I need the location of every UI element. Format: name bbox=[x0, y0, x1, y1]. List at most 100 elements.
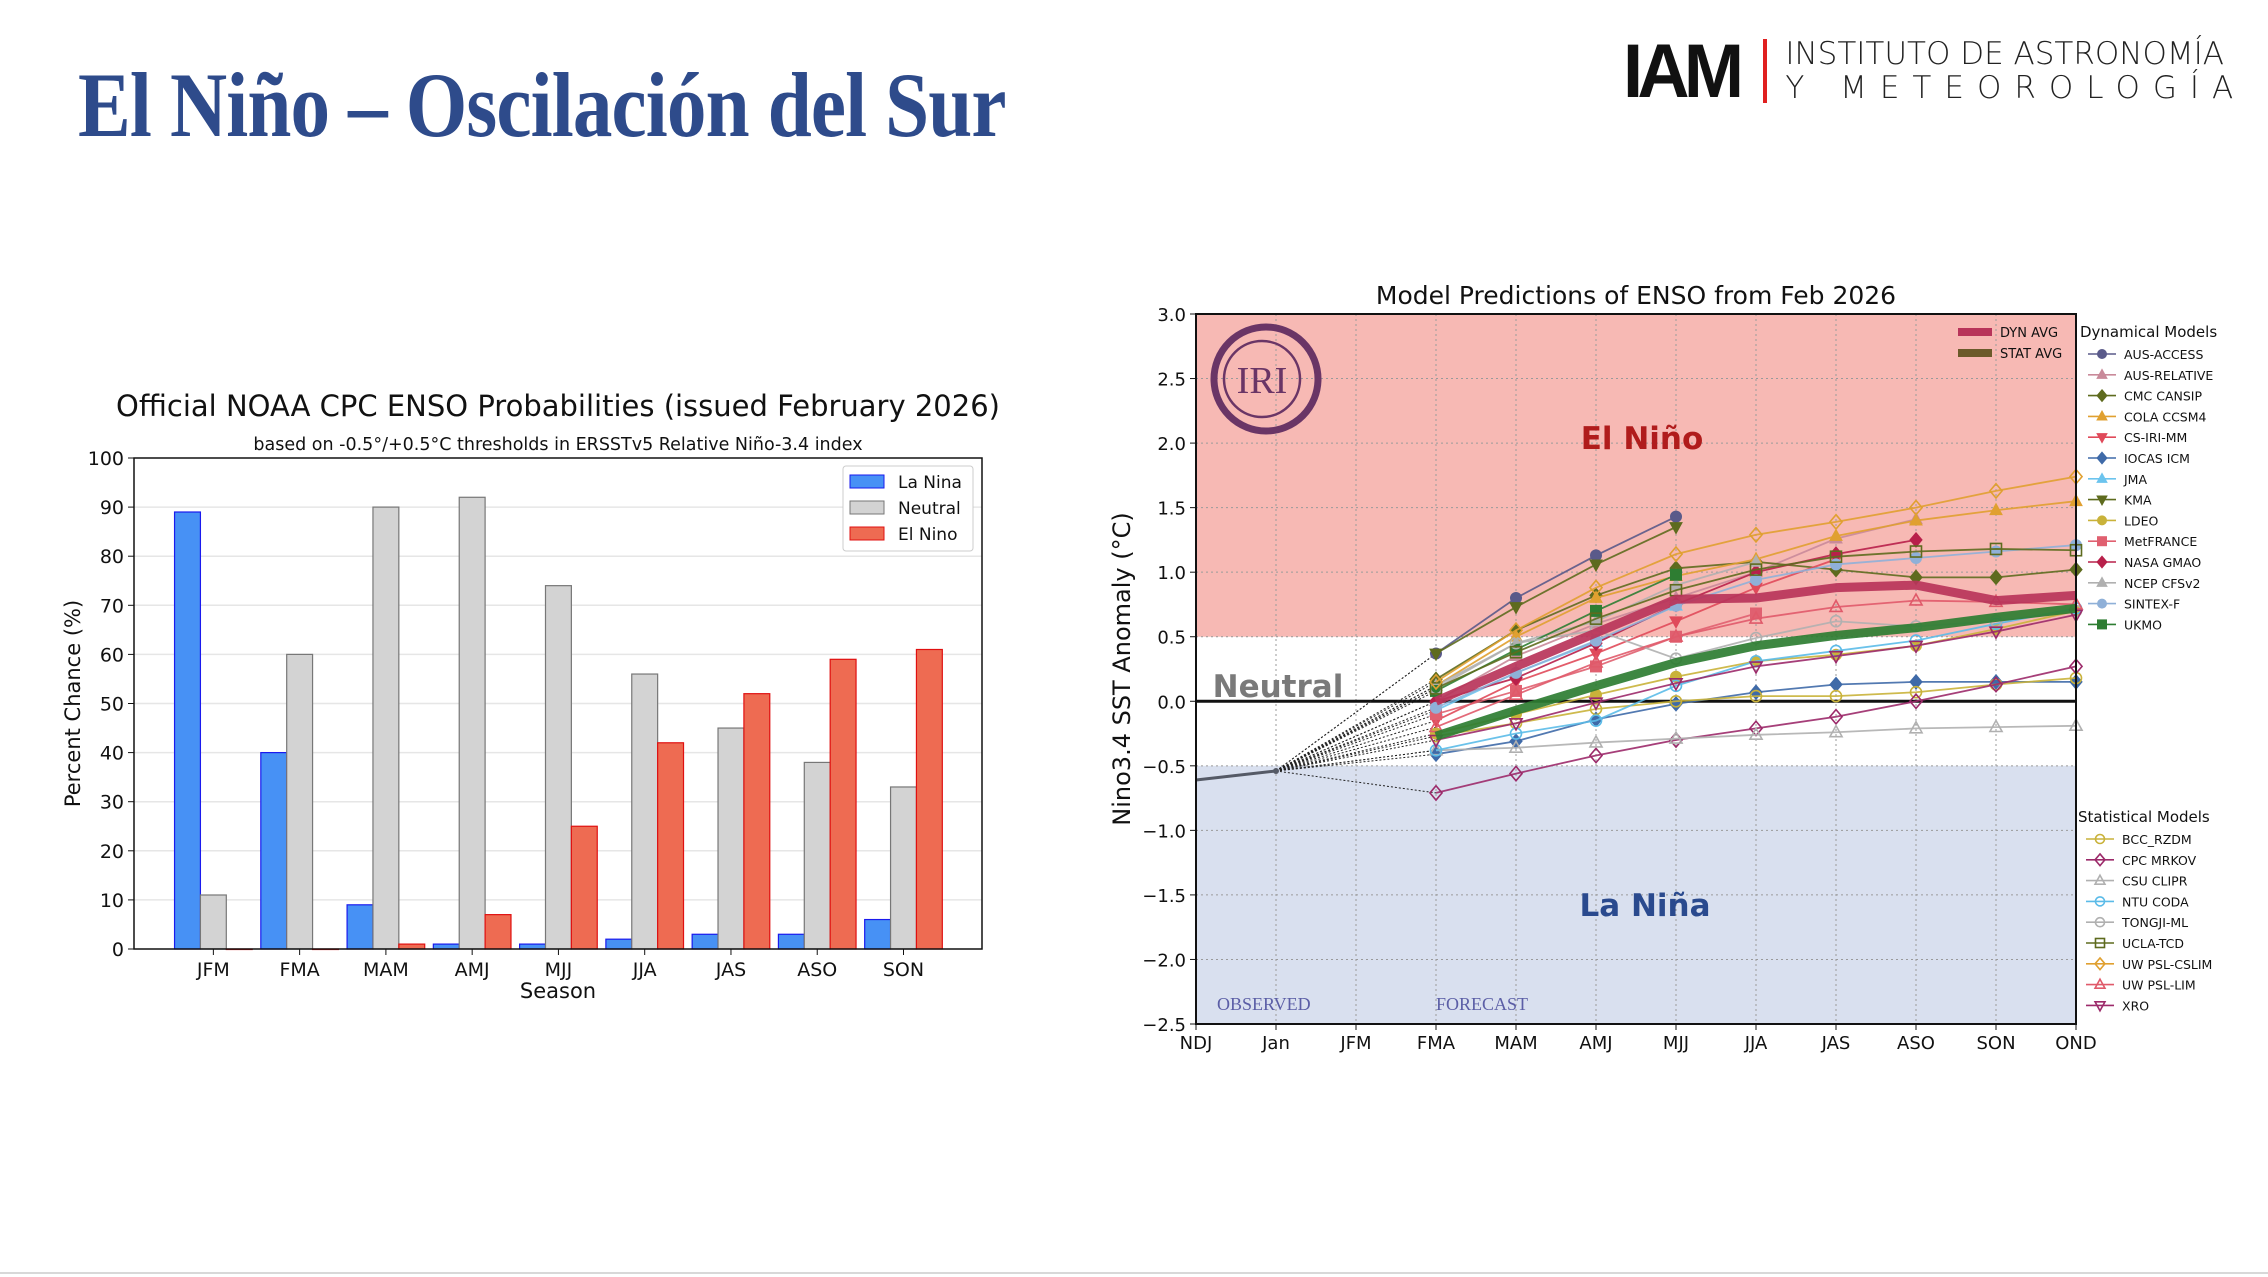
y-tick-label: 80 bbox=[100, 546, 124, 568]
legend-label: KMA bbox=[2124, 493, 2152, 508]
legend-marker bbox=[2097, 619, 2107, 630]
y-tick-label: 1.5 bbox=[1157, 499, 1186, 520]
data-point bbox=[1670, 568, 1682, 581]
logo-text: INSTITUTO DE ASTRONOMÍA Y METEOROLOGÍA bbox=[1785, 37, 2246, 105]
x-tick-label: SON bbox=[1976, 1033, 2015, 1054]
data-point bbox=[1909, 685, 1923, 699]
data-point bbox=[1508, 765, 1524, 782]
data-point bbox=[1829, 676, 1843, 693]
data-point bbox=[1828, 723, 1844, 738]
connector-line bbox=[1275, 713, 1437, 772]
data-point bbox=[1588, 579, 1604, 597]
bar-neutral bbox=[889, 786, 918, 950]
x-tick-label: OND bbox=[2055, 1033, 2097, 1054]
legend-marker bbox=[2096, 576, 2108, 587]
y-tick-label: −1.0 bbox=[1142, 821, 1186, 842]
bar-neutral bbox=[372, 506, 400, 950]
series-line bbox=[1435, 724, 2077, 752]
average-line-stat-avg bbox=[1434, 603, 2077, 741]
x-tick-label: JJA bbox=[632, 959, 657, 981]
data-point bbox=[1508, 686, 1524, 701]
legend-swatch bbox=[849, 474, 885, 489]
x-tick-label: AMJ bbox=[455, 959, 490, 981]
data-point bbox=[1669, 522, 1683, 535]
data-point bbox=[1429, 648, 1443, 662]
bar-neutral bbox=[803, 761, 831, 950]
bar-la-nina bbox=[346, 904, 374, 950]
data-point bbox=[1909, 531, 1923, 548]
connector-line bbox=[1275, 707, 1437, 772]
legend-label: La Nina bbox=[898, 473, 962, 493]
data-point bbox=[1908, 640, 1924, 655]
legend-marker bbox=[2096, 451, 2108, 465]
legend-marker bbox=[2093, 873, 2107, 886]
logo-inner-ring bbox=[1222, 339, 1302, 419]
legend-label: AUS-RELATIVE bbox=[2124, 368, 2213, 383]
data-point bbox=[1748, 610, 1764, 624]
data-point bbox=[1989, 542, 2003, 556]
bar-neutral bbox=[631, 673, 659, 950]
legend-label: El Nino bbox=[898, 525, 957, 545]
y-tick-label: −1.5 bbox=[1142, 886, 1186, 907]
data-point bbox=[1588, 654, 1604, 668]
x-tick-label: JJA bbox=[1744, 1033, 1768, 1054]
series-uw-psl-lim bbox=[1428, 592, 2084, 733]
model-plume-chart: 3.0 2.5 2.0 1.5 1.0 0.5 0.0 −0.5 −1.0 −1.5 −2.0 −2.… bbox=[1108, 281, 2217, 1054]
y-axis-label: Nino3.4 SST Anomaly (°C) bbox=[1108, 512, 1136, 825]
slide-bottom-border bbox=[0, 1272, 2268, 1274]
x-tick-label: MJJ bbox=[1663, 1033, 1689, 1054]
x-axis-label: Season bbox=[520, 979, 596, 1003]
series-line bbox=[1435, 475, 2077, 683]
y-tick-label: 3.0 bbox=[1157, 305, 1186, 326]
data-point bbox=[1429, 682, 1443, 695]
legend-label: UCLA-TCD bbox=[2122, 936, 2184, 951]
x-tick-label: FMA bbox=[1417, 1033, 1456, 1054]
data-point bbox=[1909, 512, 1923, 526]
data-point bbox=[1828, 650, 1844, 665]
avg-legend-label: DYN AVG bbox=[2000, 326, 2058, 341]
connector-line bbox=[1275, 770, 1437, 794]
bar-el-nino bbox=[657, 742, 685, 950]
connector-line bbox=[1275, 733, 1437, 772]
legend-label: UKMO bbox=[2124, 617, 2162, 632]
legend-marker bbox=[2096, 472, 2108, 483]
data-point bbox=[1989, 502, 2003, 516]
bar-el-nino bbox=[829, 658, 857, 950]
y-tick-label: 40 bbox=[100, 743, 124, 765]
data-point bbox=[1589, 590, 1603, 603]
data-point bbox=[1908, 499, 1924, 517]
legend-label: AUS-ACCESS bbox=[2124, 347, 2203, 362]
logo-line1: INSTITUTO DE ASTRONOMÍA bbox=[1785, 36, 2224, 72]
data-point bbox=[1908, 592, 1924, 606]
average-line-dyn-avg bbox=[1434, 580, 2077, 706]
series-line bbox=[1435, 613, 2077, 741]
data-point bbox=[1910, 551, 1922, 564]
data-point bbox=[1428, 673, 1444, 691]
legend-marker bbox=[2094, 937, 2106, 949]
x-tick-label: MAM bbox=[1494, 1033, 1537, 1054]
legend-label: JMA bbox=[2123, 472, 2147, 487]
bar-neutral bbox=[544, 585, 572, 950]
iri-logo: IRI bbox=[1210, 323, 1322, 435]
y-tick-label: 0.5 bbox=[1157, 628, 1186, 649]
legend-label: COLA CCSM4 bbox=[2124, 409, 2207, 424]
data-point bbox=[1668, 730, 1684, 744]
y-tick-label: 20 bbox=[100, 841, 124, 863]
bar-neutral bbox=[286, 653, 314, 950]
la-nina-label: La Niña bbox=[1579, 888, 1710, 924]
legend-title: Dynamical Models bbox=[2080, 323, 2217, 341]
bar-la-nina bbox=[173, 511, 202, 950]
y-tick-label: 50 bbox=[100, 694, 124, 716]
data-point bbox=[1588, 747, 1604, 764]
data-point bbox=[1590, 604, 1602, 617]
data-point bbox=[1829, 528, 1843, 541]
data-point bbox=[1830, 558, 1842, 571]
series-line bbox=[1435, 558, 1837, 722]
legend-label: XRO bbox=[2122, 998, 2149, 1013]
data-point bbox=[1989, 569, 2003, 586]
avg-legend-label: STAT AVG bbox=[2000, 347, 2062, 362]
data-point bbox=[1829, 614, 1843, 628]
connector-line bbox=[1275, 739, 1437, 772]
data-point bbox=[1749, 563, 1763, 576]
neutral-label: Neutral bbox=[1213, 669, 1344, 705]
